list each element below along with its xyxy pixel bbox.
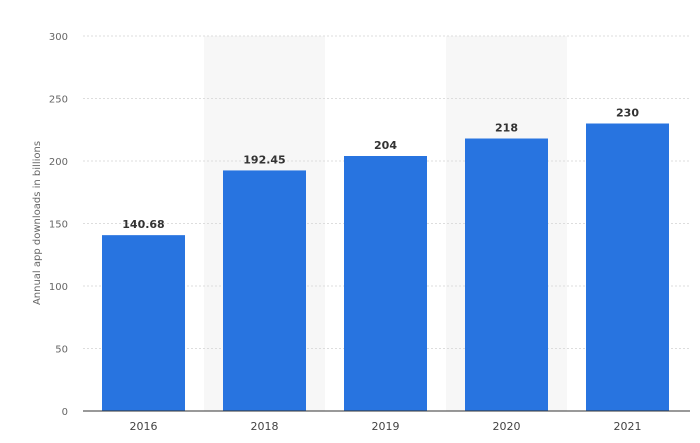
y-axis-label: Annual app downloads in billions xyxy=(32,141,43,305)
y-tick-label: 100 xyxy=(49,282,68,293)
y-tick-label: 300 xyxy=(49,32,68,43)
y-tick-label: 200 xyxy=(49,157,68,168)
x-tick-label: 2018 xyxy=(251,420,279,433)
bar xyxy=(102,235,185,411)
x-tick-label: 2021 xyxy=(614,420,642,433)
x-tick-label: 2020 xyxy=(493,420,521,433)
bar xyxy=(223,170,306,411)
bars xyxy=(102,123,669,411)
x-tick-label: 2019 xyxy=(372,420,400,433)
bar xyxy=(586,123,669,411)
value-labels: 140.68 192.45 204 218 230 xyxy=(122,107,639,232)
bar xyxy=(465,138,548,411)
bar xyxy=(344,156,427,411)
value-label: 140.68 xyxy=(122,218,164,231)
y-tick-label: 50 xyxy=(55,345,68,356)
value-label: 230 xyxy=(616,107,639,120)
x-tick-label: 2016 xyxy=(130,420,158,433)
value-label: 192.45 xyxy=(243,153,285,166)
value-label: 218 xyxy=(495,122,518,135)
y-tick-label: 250 xyxy=(49,95,68,106)
value-label: 204 xyxy=(374,139,397,152)
y-tick-label: 150 xyxy=(49,220,68,231)
y-axis-ticks: 0 50 100 150 200 250 300 xyxy=(49,32,68,418)
x-axis-ticks: 2016 2018 2019 2020 2021 xyxy=(130,420,642,433)
y-tick-label: 0 xyxy=(62,407,68,418)
